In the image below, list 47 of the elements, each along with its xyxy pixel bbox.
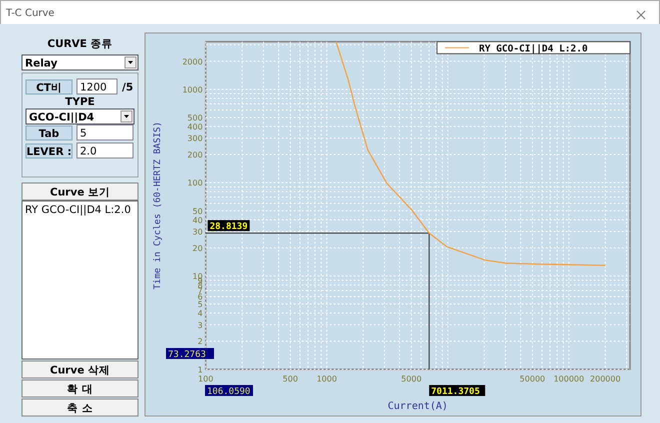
x-tick-label: 500 [282, 374, 298, 384]
y-tick-label: 30 [192, 227, 203, 236]
text: 축 소 [67, 402, 93, 414]
y-tick-label: 2000 [182, 57, 203, 66]
legend-label: RY GCO-CI||D4 L:2.0 [479, 44, 588, 55]
x-tick-label: 50000 [520, 374, 546, 384]
annotation: 73.2763 [168, 350, 206, 360]
text: LEVER : [26, 146, 72, 158]
y-tick-label: 50 [192, 206, 203, 216]
text: 1200 [80, 82, 107, 94]
text: Curve 삭제 [50, 364, 110, 376]
text: RY GCO-CI||D4 L:2.0 [25, 204, 131, 216]
text: 2.0 [80, 146, 97, 158]
text: TYPE [65, 96, 95, 108]
y-tick-label: 4 [198, 309, 203, 318]
text: 5 [80, 128, 87, 140]
y-axis-title: Time in Cycles (60-HERTZ BASIS) [153, 122, 163, 290]
text: Curve 보기 [50, 186, 110, 198]
text: Relay [25, 58, 58, 70]
text: CT비 [36, 82, 62, 94]
text: Tab [38, 128, 60, 140]
y-tick-label: 20 [192, 244, 203, 253]
ref-line-label: 7011.3705 [431, 387, 480, 397]
x-axis-title: Current(A) [388, 401, 448, 412]
text: GCO-CI||D4 [29, 112, 94, 124]
y-tick-label: 40 [192, 216, 203, 225]
ref-line-label: 28.8139 [210, 222, 248, 232]
y-tick-label: 1000 [182, 85, 203, 94]
y-tick-label: 300 [187, 134, 203, 144]
text: T-C Curve [5, 8, 54, 19]
x-tick-label: 1000 [316, 374, 337, 384]
text: 106.0590 [207, 387, 250, 397]
y-tick-label: 500 [187, 113, 203, 122]
text: /5 [122, 82, 134, 94]
y-tick-label: 5 [198, 300, 203, 310]
x-tick-label: 200000 [590, 374, 621, 384]
y-tick-label: 2 [198, 337, 203, 346]
y-tick-label: 3 [198, 320, 203, 330]
text: 확 대 [67, 384, 93, 396]
y-tick-label: 100 [187, 178, 203, 188]
y-tick-label: 1 [198, 365, 203, 374]
y-tick-label: 200 [187, 150, 203, 160]
y-tick-label: 6 [198, 292, 203, 302]
y-tick-label: 400 [187, 122, 203, 132]
text: CURVE 종류 [47, 38, 113, 50]
x-tick-label: 5000 [401, 374, 422, 384]
x-tick-label: 100000 [554, 374, 584, 384]
